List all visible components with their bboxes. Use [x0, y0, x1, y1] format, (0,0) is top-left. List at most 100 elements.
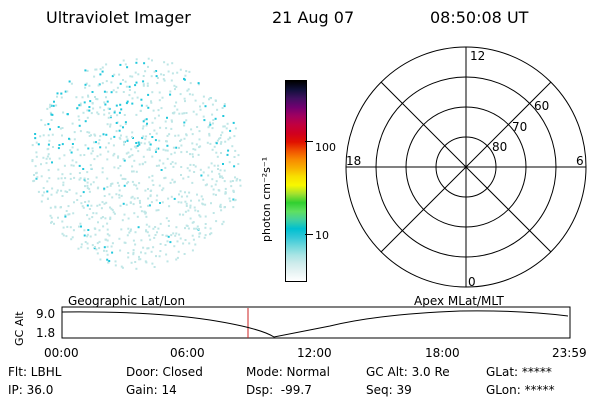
uv-speckle: [168, 205, 171, 208]
uv-speckle: [82, 168, 85, 170]
uv-speckle: [144, 260, 147, 263]
uv-speckle: [105, 91, 108, 94]
uv-speckle: [154, 149, 157, 152]
uv-speckle: [148, 204, 151, 207]
lat-label-60: 60: [534, 99, 549, 113]
uv-speckle: [50, 104, 53, 107]
uv-speckle: [146, 247, 149, 250]
uv-speckle: [89, 100, 92, 103]
uv-speckle: [93, 247, 96, 250]
uv-speckle: [209, 142, 212, 145]
uv-speckle: [119, 165, 122, 167]
uv-speckle: [111, 182, 114, 185]
uv-speckle: [151, 136, 154, 138]
uv-speckle: [174, 88, 176, 91]
uv-speckle: [55, 104, 58, 107]
uv-speckle: [51, 161, 53, 164]
uv-speckle: [53, 222, 55, 225]
uv-speckle: [148, 147, 151, 150]
uv-speckle: [157, 77, 159, 79]
uv-speckle: [182, 242, 185, 245]
uv-speckle: [232, 198, 235, 201]
uv-speckle: [84, 144, 87, 147]
uv-speckle: [159, 202, 161, 204]
uv-speckle: [187, 175, 190, 178]
uv-speckle: [220, 134, 222, 137]
uv-speckle: [83, 177, 86, 180]
uv-speckle: [106, 239, 109, 242]
uv-speckle: [101, 70, 104, 73]
uv-speckle: [172, 112, 175, 115]
uv-speckle: [133, 145, 136, 148]
uv-speckle: [133, 212, 136, 215]
uv-speckle: [145, 118, 148, 121]
uv-speckle: [40, 119, 43, 122]
uv-speckle: [204, 226, 207, 229]
uv-speckle: [198, 138, 201, 141]
uv-speckle: [83, 234, 86, 237]
x-tick-0600: 06:00: [170, 346, 205, 360]
uv-speckle: [233, 135, 236, 138]
uv-speckle: [99, 135, 102, 138]
uv-speckle: [163, 177, 166, 180]
uv-speckle: [239, 179, 242, 182]
uv-speckle: [219, 137, 222, 139]
uv-speckle: [207, 166, 210, 169]
uv-speckle: [222, 125, 225, 128]
uv-speckle: [57, 126, 60, 128]
uv-speckle: [119, 63, 122, 66]
uv-speckle: [231, 145, 234, 148]
uv-speckle: [229, 200, 232, 203]
uv-speckle: [167, 224, 170, 227]
uv-speckle: [127, 252, 130, 254]
uv-speckle: [50, 113, 53, 116]
x-tick-0000: 00:00: [44, 346, 79, 360]
uv-speckle: [177, 134, 180, 137]
uv-speckle: [132, 239, 135, 242]
uv-speckle: [177, 250, 180, 253]
uv-speckle: [99, 73, 102, 76]
uv-speckle: [116, 114, 119, 117]
uv-speckle: [113, 135, 116, 138]
uv-speckle: [106, 222, 109, 225]
uv-speckle: [60, 92, 63, 95]
uv-speckle: [204, 105, 207, 108]
uv-speckle: [178, 193, 180, 196]
uv-speckle: [166, 134, 169, 137]
uv-speckle: [202, 102, 205, 105]
uv-speckle: [118, 184, 121, 187]
uv-speckle: [135, 184, 138, 187]
uv-speckle: [62, 234, 65, 237]
uv-speckle: [88, 109, 91, 112]
uv-speckle: [155, 199, 158, 202]
uv-speckle: [66, 191, 69, 193]
uv-speckle: [86, 233, 89, 236]
uv-speckle: [118, 111, 121, 114]
uv-speckle: [137, 141, 140, 144]
uv-speckle: [127, 217, 130, 220]
uv-speckle: [57, 177, 60, 180]
uv-speckle: [99, 146, 102, 149]
uv-speckle: [86, 247, 89, 250]
uv-speckle: [145, 229, 148, 232]
uv-speckle: [90, 152, 93, 155]
uv-speckle: [222, 163, 224, 165]
uv-speckle: [146, 148, 149, 151]
uv-speckle: [180, 195, 183, 198]
uv-speckle: [216, 155, 219, 158]
uv-speckle: [96, 187, 99, 190]
uv-speckle: [101, 171, 104, 174]
uv-speckle: [145, 230, 148, 233]
uv-speckle: [67, 213, 70, 216]
uv-speckle: [172, 165, 175, 168]
uv-speckle: [109, 216, 112, 219]
uv-speckle: [51, 113, 54, 116]
uv-speckle: [199, 215, 202, 218]
uv-speckle: [179, 237, 182, 240]
uv-speckle: [135, 170, 138, 173]
uv-speckle: [159, 243, 162, 245]
uv-speckle: [49, 128, 51, 131]
uv-speckle: [71, 236, 74, 239]
uv-speckle: [92, 107, 95, 110]
uv-speckle: [88, 208, 91, 210]
